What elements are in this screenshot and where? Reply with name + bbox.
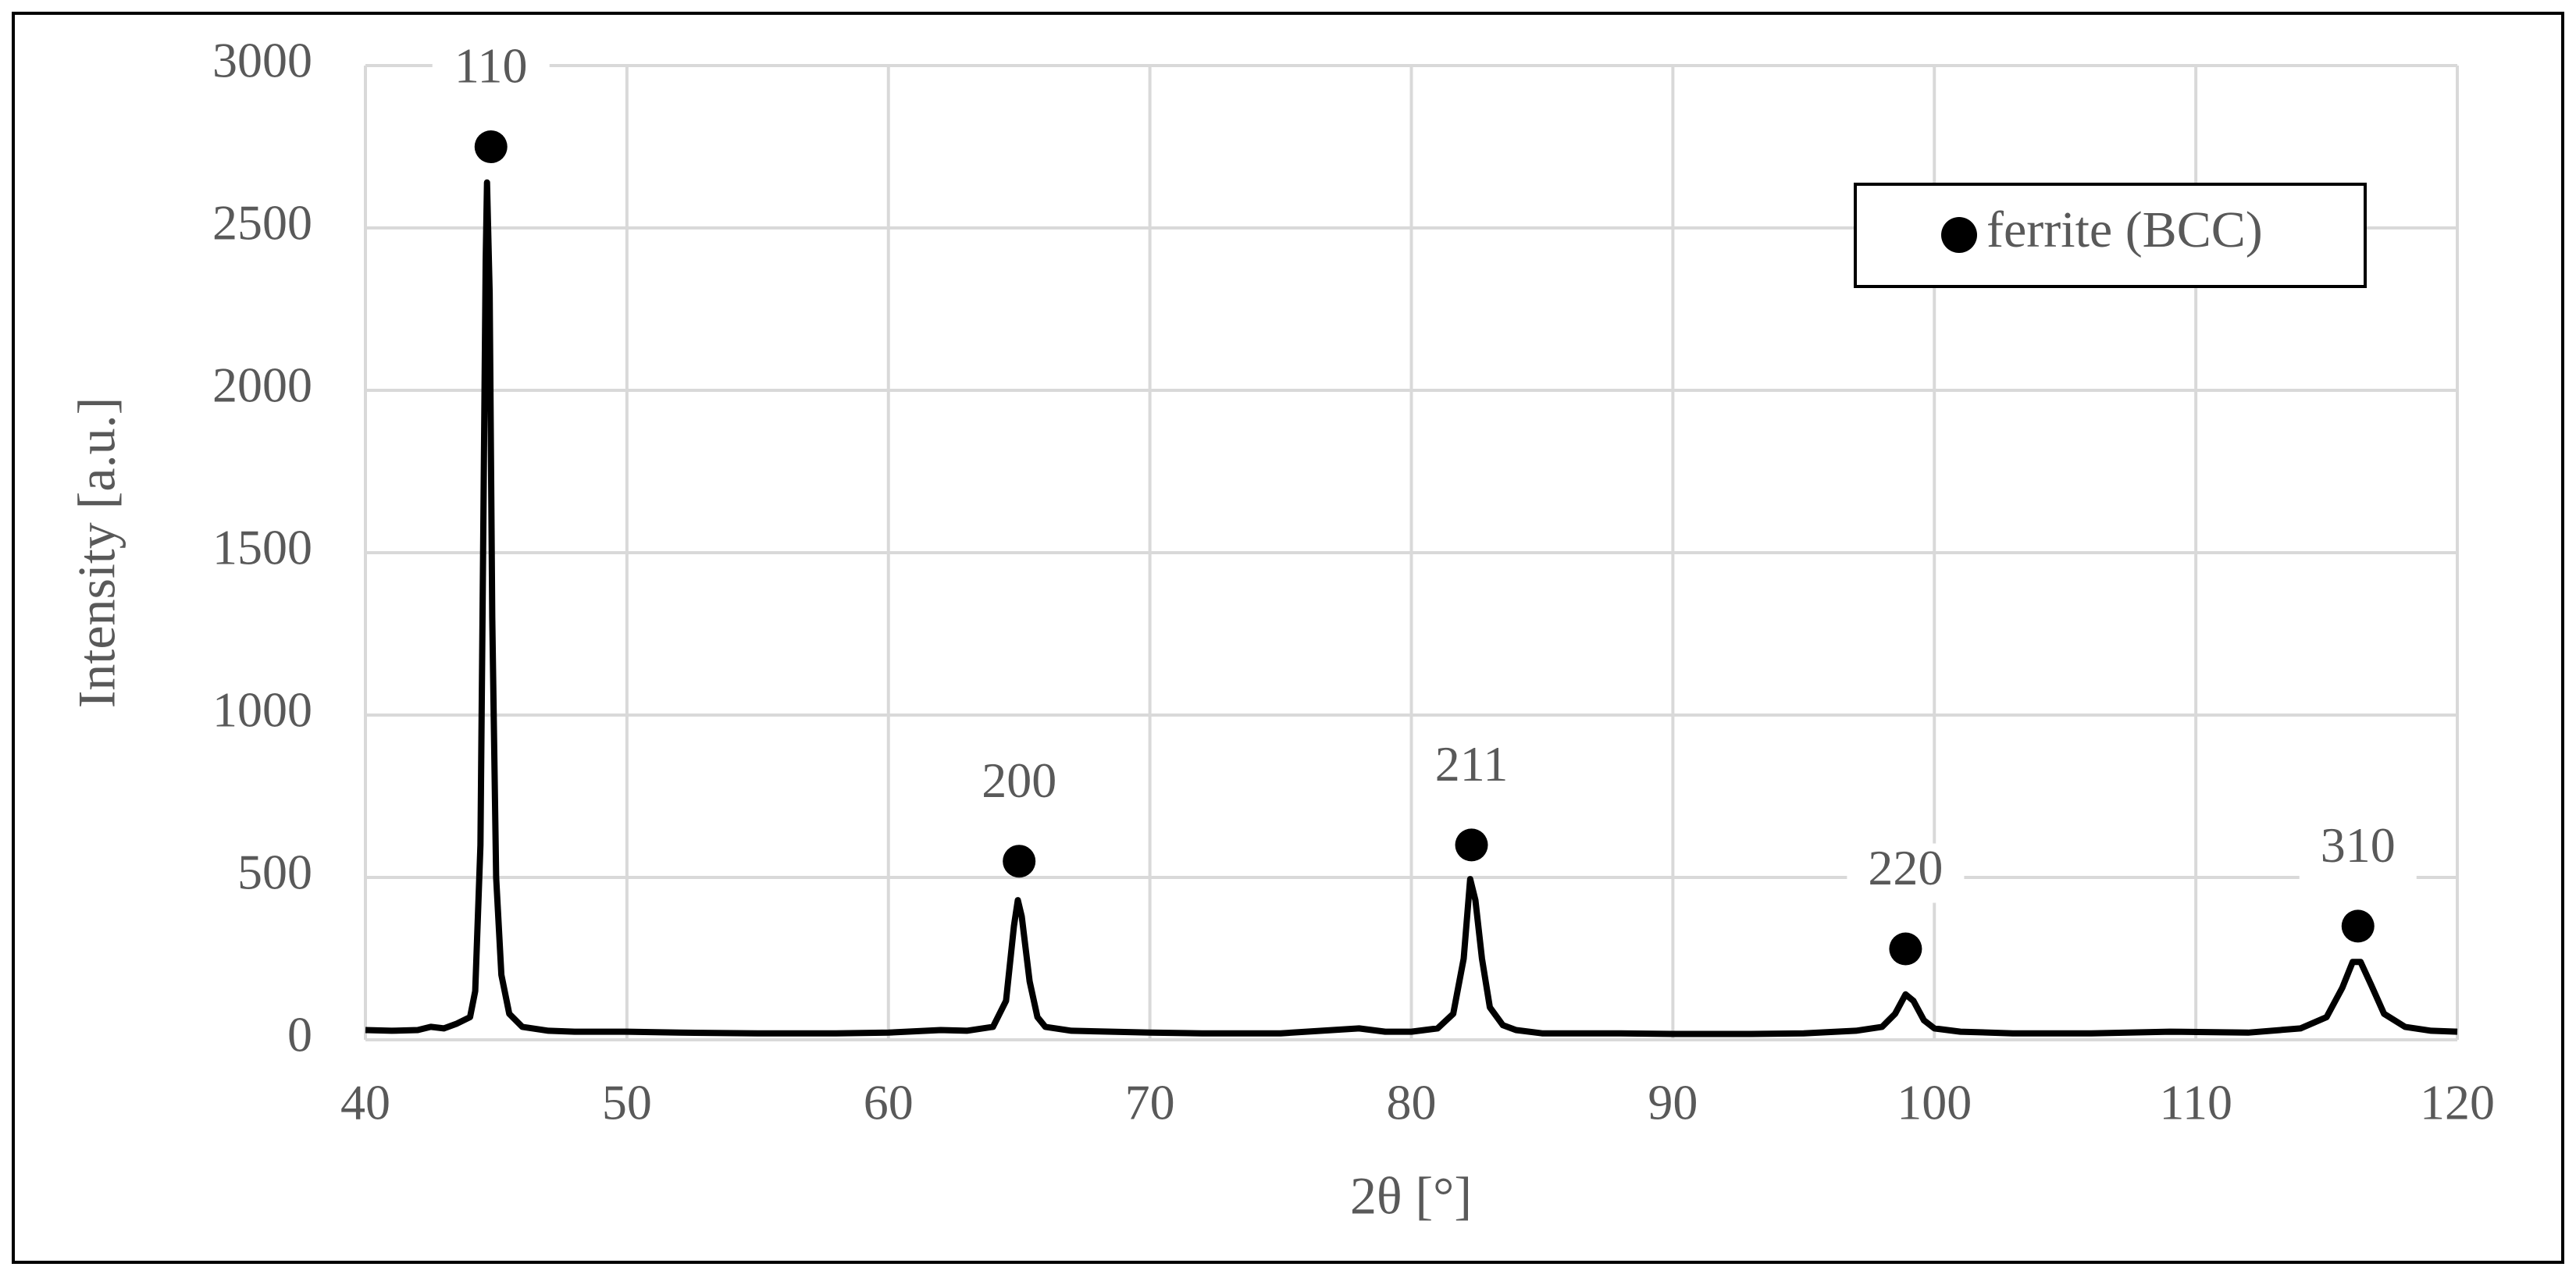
x-tick-label: 120 (2420, 1075, 2495, 1130)
y-tick-label: 3000 (212, 33, 312, 88)
y-tick-label: 500 (237, 845, 312, 900)
x-tick-label: 70 (1125, 1075, 1175, 1130)
data-point (1889, 932, 1922, 966)
x-tick-label: 80 (1387, 1075, 1437, 1130)
x-tick-label: 100 (1897, 1075, 1972, 1130)
legend-label: ferrite (BCC) (1986, 201, 2263, 258)
data-point (474, 130, 508, 163)
x-tick-label: 60 (864, 1075, 914, 1130)
x-tick-label: 40 (340, 1075, 390, 1130)
x-tick-label: 90 (1648, 1075, 1698, 1130)
y-tick-label: 2500 (212, 195, 312, 251)
x-tick-label: 110 (2159, 1075, 2232, 1130)
y-tick-label: 2000 (212, 358, 312, 413)
data-point (1003, 845, 1036, 878)
x-tick-label: 50 (602, 1075, 652, 1130)
label-background (960, 756, 1078, 816)
data-line (365, 179, 2458, 1037)
point-label: 200 (982, 753, 1056, 808)
y-axis-label: Intensity [a.u.] (67, 397, 126, 708)
legend-marker (1941, 217, 1977, 253)
legend-box (1854, 183, 2367, 288)
label-background (2299, 820, 2417, 881)
y-tick-label: 0 (287, 1007, 312, 1062)
y-tick-label: 1000 (212, 682, 312, 738)
label-background (432, 41, 550, 101)
x-axis-label: 2θ [°] (1350, 1166, 1472, 1226)
label-background (1413, 739, 1530, 799)
y-tick-label: 1500 (212, 520, 312, 575)
point-label: 310 (2321, 817, 2396, 873)
point-label: 211 (1435, 736, 1509, 792)
point-label: 110 (454, 38, 528, 94)
data-point (2341, 909, 2375, 943)
data-point (1455, 828, 1488, 862)
label-background (1847, 843, 1965, 903)
point-label: 220 (1868, 840, 1943, 895)
